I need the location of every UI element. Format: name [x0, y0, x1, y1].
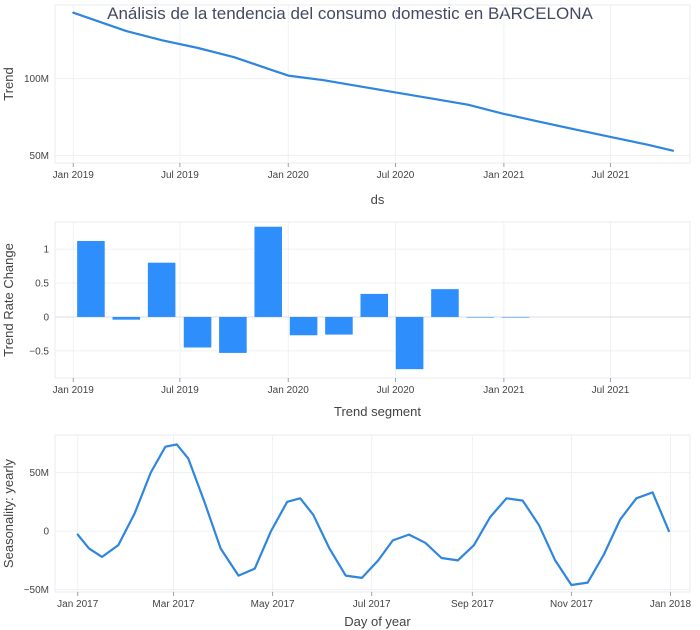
x-tick-label: Jan 2020 — [268, 385, 310, 396]
series-line — [72, 11, 674, 152]
plot-area-2 — [54, 221, 691, 379]
x-tick-label: Jan 2020 — [268, 170, 310, 181]
y-axis-label: Seasonality: yearly — [1, 458, 16, 568]
y-tick-label: −0.5 — [29, 346, 49, 357]
y-tick-label: 0 — [43, 312, 49, 323]
y-tick-label: 100M — [24, 74, 49, 85]
x-tick-label: Jan 2017 — [57, 599, 99, 610]
x-axis-label: Day of year — [344, 614, 411, 629]
plot-area-1 — [54, 4, 691, 164]
bar — [147, 262, 176, 317]
x-tick-label: Jul 2020 — [377, 385, 415, 396]
series-line — [76, 443, 670, 587]
x-tick-label: Jul 2021 — [592, 385, 630, 396]
bar — [466, 316, 495, 318]
bar — [183, 316, 212, 348]
x-tick-label: Jul 2017 — [353, 599, 391, 610]
y-tick-label: 1 — [43, 245, 49, 256]
x-axis-label: ds — [371, 192, 385, 207]
bar — [395, 316, 424, 370]
y-axis-label: Trend Rate Change — [1, 243, 16, 357]
bar — [77, 240, 105, 317]
x-tick-label: Jan 2021 — [483, 385, 525, 396]
x-tick-label: Mar 2017 — [152, 599, 195, 610]
x-tick-label: Jul 2019 — [161, 170, 199, 181]
bar — [360, 293, 389, 317]
bar — [112, 316, 141, 320]
bar — [219, 316, 247, 353]
chart-title: Análisis de la tendencia del consumo dom… — [107, 4, 593, 23]
x-tick-label: Jul 2021 — [592, 170, 630, 181]
bar — [431, 289, 459, 317]
y-tick-label: 0.5 — [35, 279, 49, 290]
plot-area-3 — [54, 434, 691, 593]
y-tick-label: 50M — [30, 151, 49, 162]
y-tick-label: 0 — [43, 527, 49, 538]
y-axis-label: Trend — [1, 67, 16, 100]
bar — [325, 316, 353, 335]
x-tick-label: Jan 2019 — [53, 170, 95, 181]
bar — [289, 316, 318, 336]
x-tick-label: Jul 2019 — [161, 385, 199, 396]
y-tick-label: 50M — [30, 468, 49, 479]
x-tick-label: Sep 2017 — [451, 599, 494, 610]
x-tick-label: Jul 2020 — [377, 170, 415, 181]
x-tick-label: May 2017 — [251, 599, 295, 610]
bar — [254, 226, 283, 317]
bar — [501, 316, 530, 318]
y-tick-label: −50M — [24, 585, 49, 596]
x-tick-label: Jan 2018 — [650, 599, 692, 610]
x-tick-label: Jan 2019 — [53, 385, 95, 396]
x-axis-label: Trend segment — [334, 404, 421, 419]
x-tick-label: Nov 2017 — [550, 599, 593, 610]
x-tick-label: Jan 2021 — [483, 170, 525, 181]
